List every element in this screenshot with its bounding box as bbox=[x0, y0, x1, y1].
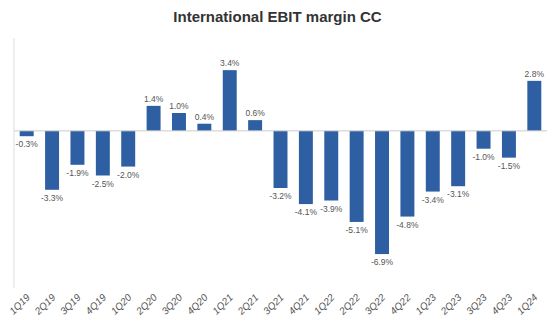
x-tick-label: 3Q19 bbox=[58, 291, 83, 316]
bar bbox=[20, 131, 34, 136]
bars bbox=[20, 70, 542, 254]
x-tick-label: 4Q23 bbox=[489, 291, 514, 316]
x-tick-label: 4Q20 bbox=[185, 291, 210, 316]
x-tick-label: 4Q21 bbox=[286, 292, 311, 317]
bar bbox=[375, 131, 389, 254]
bar bbox=[451, 131, 465, 186]
y-range-line bbox=[14, 38, 15, 288]
bar bbox=[324, 131, 338, 201]
data-label: -0.3% bbox=[16, 139, 39, 149]
bar bbox=[502, 131, 516, 158]
data-label: 3.4% bbox=[220, 58, 240, 68]
x-tick-label: 3Q21 bbox=[261, 292, 286, 317]
bar bbox=[400, 131, 414, 217]
title: International EBIT margin CC bbox=[173, 8, 382, 25]
data-label: -6.9% bbox=[371, 257, 394, 267]
x-tick-label: 2Q19 bbox=[32, 291, 58, 317]
bar bbox=[70, 131, 84, 165]
data-label: -3.4% bbox=[422, 195, 445, 205]
x-tick-label: 2Q20 bbox=[133, 291, 159, 317]
x-tick-label: 1Q22 bbox=[312, 291, 337, 316]
x-tick-label: 2Q22 bbox=[336, 291, 362, 317]
x-tick-label: 3Q23 bbox=[464, 291, 489, 316]
bar bbox=[274, 131, 288, 188]
x-tick-label: 2Q21 bbox=[235, 292, 261, 318]
x-tick-label: 1Q24 bbox=[515, 291, 540, 316]
zero-line bbox=[14, 130, 547, 131]
data-label: -1.9% bbox=[66, 168, 89, 178]
x-tick-label: 2Q23 bbox=[438, 291, 464, 317]
data-label: -3.1% bbox=[447, 189, 470, 199]
x-tick-label: 4Q22 bbox=[388, 291, 413, 316]
x-tick-label: 1Q23 bbox=[413, 291, 438, 316]
data-label: -4.1% bbox=[295, 207, 318, 217]
bar bbox=[299, 131, 313, 204]
bar bbox=[426, 131, 440, 192]
data-label: -3.3% bbox=[41, 193, 64, 203]
data-label: 1.4% bbox=[144, 94, 164, 104]
data-label: -2.5% bbox=[92, 179, 115, 189]
data-label: -1.5% bbox=[498, 161, 521, 171]
data-label: 0.4% bbox=[195, 112, 215, 122]
data-label: 1.0% bbox=[169, 101, 189, 111]
data-label: 0.6% bbox=[245, 108, 265, 118]
data-label: -1.0% bbox=[472, 152, 495, 162]
data-label: -3.2% bbox=[269, 191, 292, 201]
x-tick-label: 3Q20 bbox=[159, 291, 184, 316]
x-tick-label: 4Q19 bbox=[83, 291, 108, 316]
bar bbox=[477, 131, 491, 149]
bar bbox=[223, 70, 237, 131]
data-label: -3.9% bbox=[320, 204, 343, 214]
bar bbox=[248, 120, 262, 131]
data-label: 2.8% bbox=[525, 69, 545, 79]
x-tick-label: 1Q19 bbox=[7, 291, 32, 316]
chart: International EBIT margin CC -0.3% -3.3% -1… bbox=[0, 0, 555, 332]
bar bbox=[172, 113, 186, 131]
data-label: -5.1% bbox=[346, 225, 369, 235]
bar bbox=[527, 81, 541, 131]
x-tick-label: 3Q22 bbox=[362, 291, 387, 316]
data-label: -4.8% bbox=[396, 220, 419, 230]
x-tick-label: 1Q20 bbox=[109, 291, 134, 316]
bar bbox=[350, 131, 364, 222]
bar bbox=[197, 124, 211, 131]
bar bbox=[147, 106, 161, 131]
x-tick-label: 1Q21 bbox=[210, 292, 235, 317]
bar bbox=[121, 131, 135, 167]
bar bbox=[96, 131, 110, 176]
data-label: -2.0% bbox=[117, 170, 140, 180]
bar bbox=[45, 131, 59, 190]
